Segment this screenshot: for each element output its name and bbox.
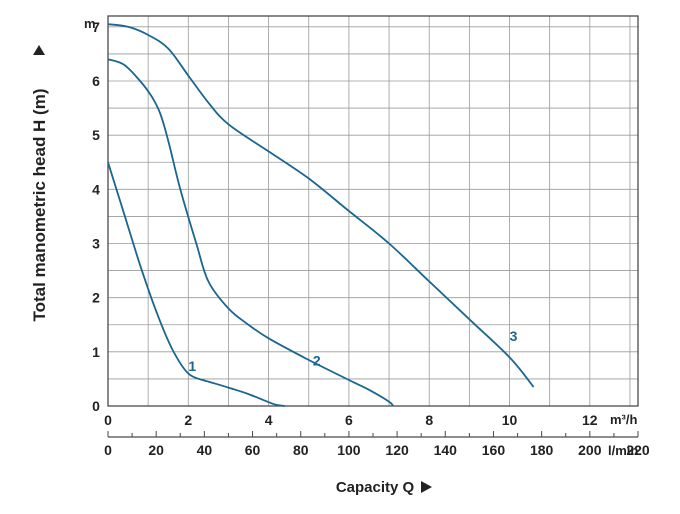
x-tick-label-secondary: 80 (293, 442, 309, 458)
curve-label-3: 3 (510, 328, 518, 344)
x-axis-arrow-icon (421, 481, 432, 493)
x-tick-label-secondary: 0 (104, 442, 112, 458)
y-axis-title: Total manometric head H (m) (30, 89, 49, 322)
x-tick-label-secondary: 160 (482, 442, 506, 458)
x-tick-label-secondary: 40 (197, 442, 213, 458)
x-tick-label: 8 (425, 412, 433, 428)
x-axis-title: Capacity Q (336, 479, 415, 496)
y-tick-label: 7 (92, 19, 100, 35)
x-tick-label: 0 (104, 412, 112, 428)
y-tick-label: 1 (92, 344, 100, 360)
x-tick-label-secondary: 100 (337, 442, 361, 458)
curve-3 (107, 23, 535, 388)
x-unit-primary-label: m³/h (610, 412, 638, 427)
x-tick-label-secondary: 60 (245, 442, 261, 458)
x-unit-secondary-label: l/min (608, 443, 638, 458)
secondary-x-axis (107, 431, 639, 438)
x-tick-label: 12 (582, 412, 598, 428)
x-tick-label-secondary: 220 (626, 442, 650, 458)
y-tick-label: 5 (92, 127, 100, 143)
y-tick-label: 2 (92, 290, 100, 306)
x-tick-label-secondary: 140 (434, 442, 458, 458)
y-axis-title-group: Total manometric head H (m) (30, 45, 49, 322)
curve-label-1: 1 (188, 358, 196, 374)
x-tick-label: 4 (265, 412, 273, 428)
x-tick-label-secondary: 200 (578, 442, 602, 458)
curve-2 (107, 58, 394, 407)
x-tick-label: 2 (184, 412, 192, 428)
grid (107, 16, 638, 406)
x-tick-label-secondary: 20 (148, 442, 164, 458)
curve-1 (107, 162, 285, 407)
y-tick-label: 3 (92, 236, 100, 252)
y-tick-label: 6 (92, 73, 100, 89)
y-unit-label: m (84, 16, 96, 31)
y-tick-label: 4 (92, 181, 100, 197)
x-tick-label-secondary: 180 (530, 442, 554, 458)
curve-label-2: 2 (313, 352, 321, 368)
y-tick-label: 0 (92, 398, 100, 414)
x-tick-label: 10 (502, 412, 518, 428)
curves (107, 23, 535, 407)
x-tick-label-secondary: 120 (385, 442, 409, 458)
curve-labels: 1 2 3 (188, 328, 517, 374)
y-axis-arrow-icon (33, 45, 45, 55)
x-tick-label: 6 (345, 412, 353, 428)
plot-frame (107, 15, 639, 407)
